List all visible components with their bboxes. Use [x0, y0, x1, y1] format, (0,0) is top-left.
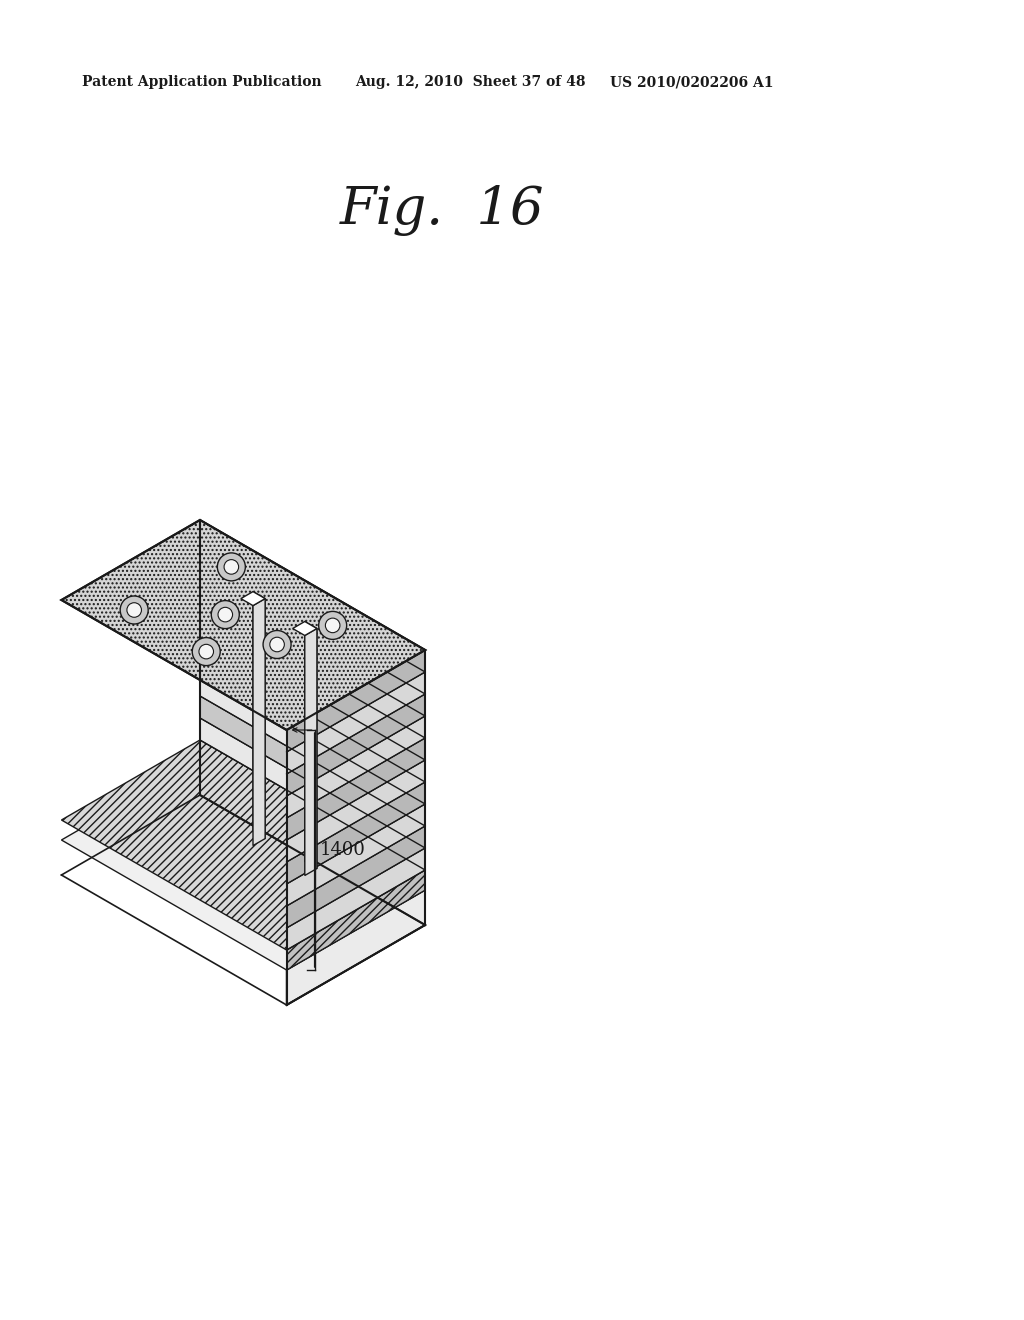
Polygon shape: [200, 520, 425, 672]
Circle shape: [211, 601, 240, 628]
Circle shape: [199, 644, 214, 659]
Polygon shape: [200, 609, 425, 760]
Polygon shape: [61, 760, 425, 970]
Circle shape: [217, 553, 246, 581]
Polygon shape: [287, 715, 425, 818]
Text: Fig.  16: Fig. 16: [340, 185, 545, 236]
Polygon shape: [253, 591, 265, 838]
Polygon shape: [200, 675, 425, 826]
Polygon shape: [287, 760, 425, 862]
Polygon shape: [61, 520, 425, 730]
Polygon shape: [200, 586, 425, 738]
Polygon shape: [200, 564, 425, 715]
Polygon shape: [287, 738, 425, 840]
Polygon shape: [287, 781, 425, 884]
Circle shape: [269, 638, 285, 652]
Polygon shape: [61, 741, 425, 950]
Polygon shape: [200, 718, 425, 870]
Circle shape: [318, 611, 347, 639]
Polygon shape: [287, 804, 425, 906]
Polygon shape: [200, 741, 425, 890]
Polygon shape: [287, 847, 425, 950]
Circle shape: [224, 560, 239, 574]
Polygon shape: [200, 630, 425, 781]
Polygon shape: [305, 622, 316, 869]
Polygon shape: [287, 672, 425, 774]
Polygon shape: [287, 826, 425, 928]
Text: 1400: 1400: [319, 841, 366, 859]
Circle shape: [120, 597, 148, 624]
Polygon shape: [241, 591, 265, 606]
Circle shape: [326, 618, 340, 632]
Polygon shape: [287, 870, 425, 970]
Polygon shape: [287, 649, 425, 752]
Circle shape: [218, 607, 232, 622]
Circle shape: [127, 603, 141, 618]
Polygon shape: [200, 696, 425, 847]
Text: Patent Application Publication: Patent Application Publication: [82, 75, 322, 88]
Polygon shape: [287, 890, 425, 1005]
Circle shape: [193, 638, 220, 665]
Polygon shape: [287, 694, 425, 796]
Polygon shape: [200, 543, 425, 694]
Circle shape: [263, 631, 291, 659]
Polygon shape: [305, 628, 316, 875]
Polygon shape: [253, 598, 265, 846]
Text: US 2010/0202206 A1: US 2010/0202206 A1: [610, 75, 773, 88]
Text: Aug. 12, 2010  Sheet 37 of 48: Aug. 12, 2010 Sheet 37 of 48: [355, 75, 586, 88]
Polygon shape: [293, 622, 316, 635]
Polygon shape: [200, 760, 425, 925]
Polygon shape: [200, 652, 425, 804]
